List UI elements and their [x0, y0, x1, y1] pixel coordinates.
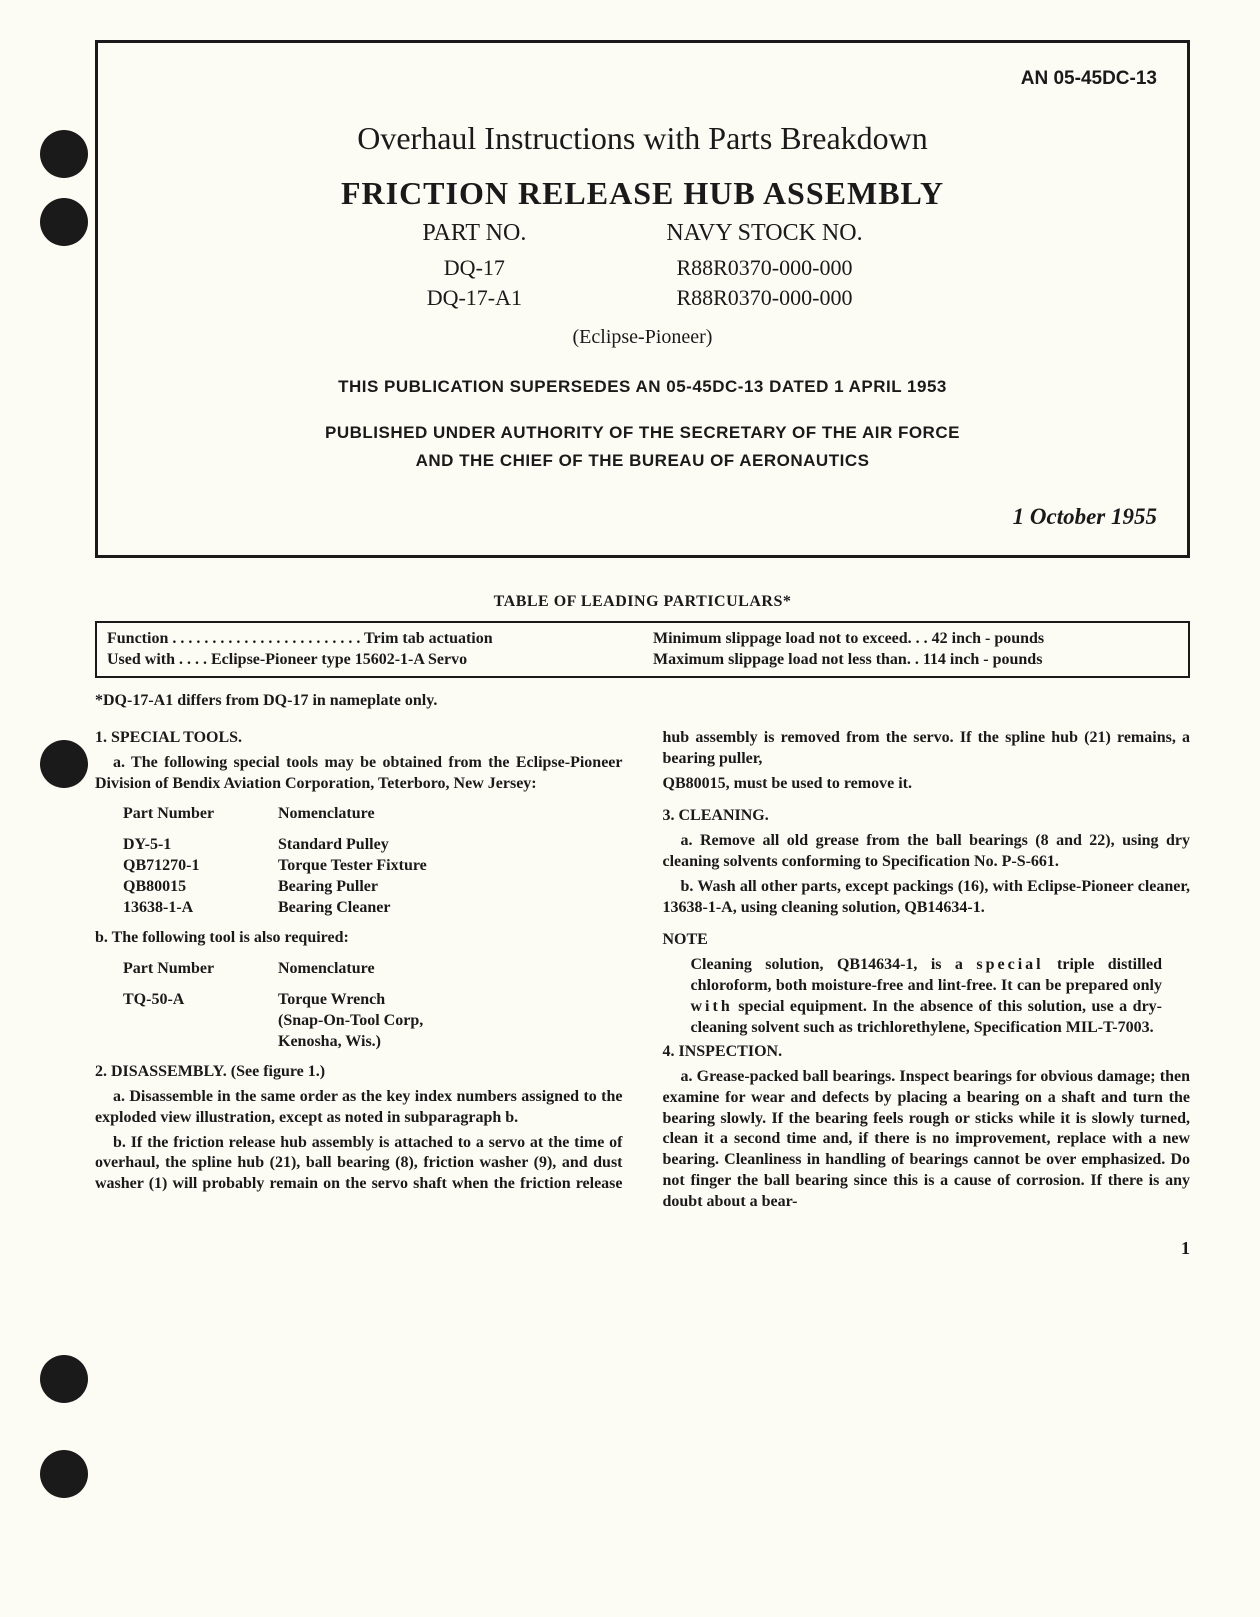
part-no-value: DQ-17-A1 — [422, 283, 526, 313]
sub-title: FRICTION RELEASE HUB ASSEMBLY — [128, 175, 1157, 212]
supersedes-notice: THIS PUBLICATION SUPERSEDES AN 05-45DC-1… — [128, 377, 1157, 397]
section-3b: b. Wash all other parts, except packings… — [663, 877, 1191, 919]
body-columns: 1. SPECIAL TOOLS. a. The following speci… — [95, 728, 1190, 1213]
particulars-footnote: *DQ-17-A1 differs from DQ-17 in nameplat… — [95, 692, 1190, 710]
authority-line: AND THE CHIEF OF THE BUREAU OF AERONAUTI… — [416, 451, 870, 470]
title-box: AN 05-45DC-13 Overhaul Instructions with… — [95, 40, 1190, 558]
punch-hole — [40, 1450, 88, 1498]
particulars-line: Used with . . . . Eclipse-Pioneer type 1… — [107, 649, 632, 671]
part-no-value: DQ-17 — [422, 253, 526, 283]
punch-hole — [40, 740, 88, 788]
punch-hole — [40, 1355, 88, 1403]
publication-date: 1 October 1955 — [128, 504, 1157, 530]
particulars-line: Minimum slippage load not to exceed. . .… — [653, 628, 1178, 650]
table-row: DY-5-1Standard Pulley — [123, 835, 623, 856]
punch-hole — [40, 130, 88, 178]
part-no-column: PART NO. DQ-17 DQ-17-A1 — [422, 220, 526, 312]
section-1a: a. The following special tools may be ob… — [95, 753, 623, 795]
table-header: Part Number — [123, 959, 278, 980]
navy-stock-value: R88R0370-000-000 — [666, 253, 862, 283]
particulars-line: Maximum slippage load not less than. . 1… — [653, 649, 1178, 671]
page-number: 1 — [95, 1238, 1190, 1259]
tools-table-1: Part Number Nomenclature DY-5-1Standard … — [123, 804, 623, 918]
navy-stock-label: NAVY STOCK NO. — [666, 220, 862, 247]
table-header: Part Number — [123, 804, 278, 825]
note-heading: NOTE — [663, 930, 1191, 951]
particulars-line: Function . . . . . . . . . . . . . . . .… — [107, 628, 632, 650]
section-1b: b. The following tool is also required: — [95, 928, 623, 949]
section-2a: a. Disassemble in the same order as the … — [95, 1087, 623, 1129]
tools-table-2: Part Number Nomenclature TQ-50-A Torque … — [123, 959, 623, 1052]
document-id: AN 05-45DC-13 — [128, 68, 1157, 90]
table-header: Nomenclature — [278, 804, 623, 825]
authority-notice: PUBLISHED UNDER AUTHORITY OF THE SECRETA… — [128, 419, 1157, 473]
navy-stock-column: NAVY STOCK NO. R88R0370-000-000 R88R0370… — [666, 220, 862, 312]
navy-stock-value: R88R0370-000-000 — [666, 283, 862, 313]
table-row: 13638-1-ABearing Cleaner — [123, 898, 623, 919]
part-no-label: PART NO. — [422, 220, 526, 247]
particulars-heading: TABLE OF LEADING PARTICULARS* — [95, 593, 1190, 611]
authority-line: PUBLISHED UNDER AUTHORITY OF THE SECRETA… — [325, 423, 960, 442]
manufacturer: (Eclipse-Pioneer) — [128, 326, 1157, 349]
table-row: QB80015Bearing Puller — [123, 877, 623, 898]
table-row: TQ-50-A Torque Wrench (Snap-On-Tool Corp… — [123, 990, 623, 1052]
section-2b-cont: QB80015, must be used to remove it. — [663, 774, 1191, 795]
section-4-title: 4. INSPECTION. — [663, 1042, 1191, 1063]
parts-row: PART NO. DQ-17 DQ-17-A1 NAVY STOCK NO. R… — [128, 220, 1157, 312]
section-3a: a. Remove all old grease from the ball b… — [663, 831, 1191, 873]
particulars-right: Minimum slippage load not to exceed. . .… — [643, 623, 1188, 676]
section-3-title: 3. CLEANING. — [663, 806, 1191, 827]
note-body: Cleaning solution, QB14634-1, is a speci… — [691, 955, 1163, 1038]
section-1-title: 1. SPECIAL TOOLS. — [95, 728, 623, 749]
punch-hole — [40, 198, 88, 246]
table-row: QB71270-1Torque Tester Fixture — [123, 856, 623, 877]
particulars-box: Function . . . . . . . . . . . . . . . .… — [95, 621, 1190, 678]
section-2-title: 2. DISASSEMBLY. (See figure 1.) — [95, 1062, 623, 1083]
main-title: Overhaul Instructions with Parts Breakdo… — [128, 120, 1157, 157]
section-4a: a. Grease-packed ball bearings. Inspect … — [663, 1067, 1191, 1213]
table-header: Nomenclature — [278, 959, 623, 980]
particulars-left: Function . . . . . . . . . . . . . . . .… — [97, 623, 643, 676]
